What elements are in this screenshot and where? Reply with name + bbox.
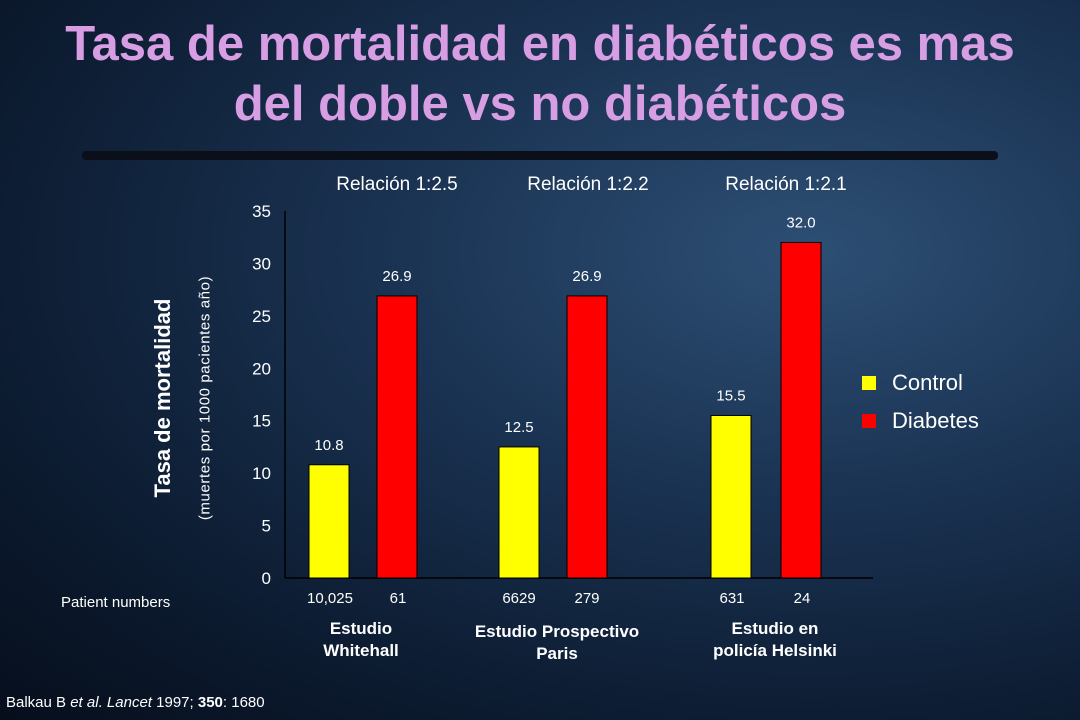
data-label-control: 15.5: [716, 387, 745, 404]
title-divider: [82, 151, 998, 160]
title-line-2: del doble vs no diabéticos: [233, 77, 847, 131]
citation-authors: Balkau B: [6, 694, 67, 711]
patient-count-helsinki-control: 631: [719, 590, 745, 607]
citation-volume: 350: [197, 694, 223, 711]
study-label-line: Estudio Prospectivo: [474, 622, 640, 641]
legend-label-diabetes: Diabetes: [892, 408, 979, 433]
study-label-line: Estudio en: [731, 619, 819, 638]
citation-etal: et al.: [70, 694, 103, 711]
data-label-diabetes: 26.9: [572, 268, 601, 285]
bar-diabetes: [566, 295, 608, 579]
study-label-line: Whitehall: [323, 641, 399, 660]
data-label-control: 10.8: [314, 437, 343, 454]
study-label-whitehall: Estudio Whitehall: [323, 618, 399, 662]
data-label-diabetes: 26.9: [382, 268, 411, 285]
legend-item-diabetes: Diabetes: [862, 402, 979, 440]
title-line-1: Tasa de mortalidad en diabéticos es mas: [65, 17, 1015, 71]
data-label-control: 12.5: [504, 419, 533, 436]
patient-count-whitehall-control: 10,025: [307, 590, 353, 607]
bar-diabetes: [780, 241, 822, 579]
citation-pages: : 1680: [222, 694, 265, 711]
legend-swatch-control: [862, 376, 876, 390]
citation: Balkau B et al. Lancet 1997; 350: 1680: [6, 694, 265, 711]
bar-diabetes: [376, 295, 418, 579]
study-label-line: policía Helsinki: [713, 641, 837, 660]
legend-swatch-diabetes: [862, 414, 876, 428]
legend-label-control: Control: [892, 370, 963, 395]
bar-control: [498, 446, 540, 579]
y-tick-label: 20: [252, 359, 271, 378]
citation-year: 1997;: [156, 694, 194, 711]
study-label-helsinki: Estudio en policía Helsinki: [713, 618, 837, 662]
y-tick-label: 25: [252, 307, 271, 326]
patient-count-whitehall-diabetes: 61: [389, 590, 407, 607]
legend: Control Diabetes: [862, 364, 979, 440]
data-label-diabetes: 32.0: [786, 214, 815, 231]
legend-item-control: Control: [862, 364, 979, 402]
patient-count-helsinki-diabetes: 24: [793, 590, 811, 607]
y-tick-label: 10: [252, 464, 271, 483]
patient-count-paris-control: 6629: [502, 590, 536, 607]
y-tick-label: 0: [262, 569, 271, 588]
patient-numbers-label: Patient numbers: [61, 594, 171, 611]
y-tick-label: 15: [252, 412, 271, 431]
bar-control: [710, 414, 752, 579]
y-tick-label: 35: [252, 202, 271, 221]
ratio-label-whitehall: Relación 1:2.5: [336, 174, 458, 195]
citation-journal: Lancet: [106, 694, 152, 711]
study-label-paris: Estudio Prospectivo Paris: [475, 621, 639, 665]
slide-title: Tasa de mortalidad en diabéticos es mas …: [0, 14, 1080, 134]
bar-control: [308, 464, 350, 579]
y-tick-label: 30: [252, 254, 271, 273]
patient-count-paris-diabetes: 279: [574, 590, 600, 607]
ratio-label-paris: Relación 1:2.2: [527, 174, 649, 195]
study-label-line: Paris: [536, 644, 578, 663]
ratio-label-helsinki: Relación 1:2.1: [725, 174, 847, 195]
y-tick-label: 5: [262, 517, 271, 536]
study-label-line: Estudio: [329, 619, 393, 638]
